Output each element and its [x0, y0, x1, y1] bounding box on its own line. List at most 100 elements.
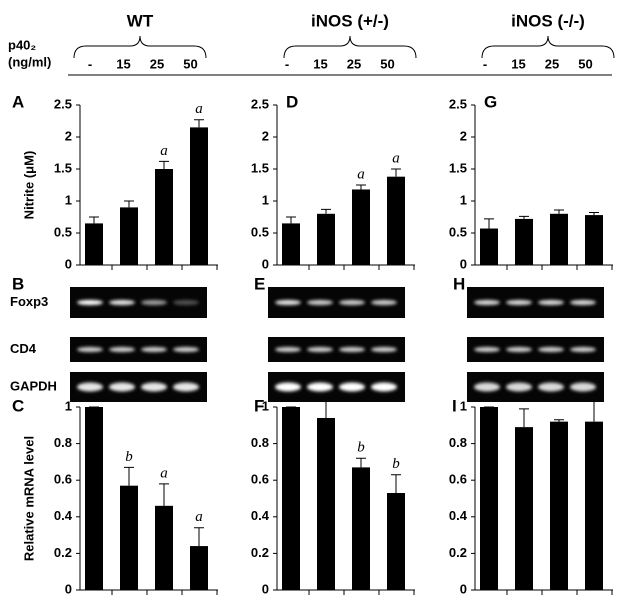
- dose-tick-label: 25: [545, 56, 559, 71]
- group-label: iNOS (-/-): [511, 11, 585, 30]
- error-bar: [159, 483, 169, 506]
- y-tick-label: 0: [262, 581, 269, 596]
- gel-band: [275, 346, 301, 353]
- gel-band: [141, 299, 167, 306]
- gel-band: [77, 299, 103, 306]
- group-label: WT: [127, 11, 154, 30]
- significance-label: a: [392, 150, 400, 166]
- panel-label: C: [12, 396, 24, 415]
- y-tick-label: 0.4: [251, 508, 270, 523]
- bar: [585, 215, 603, 265]
- gel-band: [109, 382, 135, 392]
- panel-label: E: [254, 274, 265, 293]
- bar: [317, 417, 335, 590]
- y-tick-label: 1: [262, 192, 269, 207]
- gel-band: [506, 346, 532, 353]
- error-bar: [321, 208, 331, 214]
- bar: [155, 169, 173, 265]
- panel-label: F: [254, 396, 264, 415]
- y-tick-label: 0.8: [449, 435, 467, 450]
- bar: [190, 127, 208, 266]
- significance-label: b: [125, 449, 133, 465]
- gel-row-label: Foxp3: [10, 294, 48, 309]
- significance-label: a: [195, 101, 203, 117]
- y-tick-label: 1: [65, 192, 72, 207]
- gel-band: [371, 299, 397, 306]
- gel-row-label: GAPDH: [10, 378, 57, 393]
- bar: [585, 421, 603, 590]
- error-bar: [356, 457, 366, 468]
- y-tick-label: 1: [65, 398, 72, 413]
- dose-label: p40₂: [8, 37, 36, 52]
- error-bar: [194, 527, 204, 547]
- y-tick-label: 1: [460, 192, 467, 207]
- bar: [550, 213, 568, 265]
- y-tick-label: 0.8: [54, 435, 72, 450]
- gel-band: [570, 346, 596, 353]
- y-tick-label: 0.6: [54, 472, 72, 487]
- gel-band: [275, 299, 301, 306]
- error-bar: [89, 216, 99, 224]
- y-tick-label: 0.5: [251, 224, 269, 239]
- gel-band: [339, 346, 365, 353]
- gel-row-label: CD4: [10, 341, 37, 356]
- significance-label: a: [160, 143, 168, 159]
- gel-band: [339, 299, 365, 306]
- error-bar: [589, 212, 599, 216]
- y-tick-label: 0: [460, 256, 467, 271]
- dose-tick-label: 25: [347, 56, 361, 71]
- error-bar: [124, 466, 134, 486]
- y-tick-label: 1.5: [54, 160, 72, 175]
- y-tick-label: 2.5: [54, 96, 72, 111]
- bar: [317, 213, 335, 265]
- gel-band: [538, 346, 564, 353]
- gel-band: [371, 346, 397, 353]
- bar: [387, 493, 405, 590]
- bar: [282, 407, 300, 590]
- dose-tick-label: 25: [150, 56, 164, 71]
- gel-band: [307, 382, 333, 392]
- panel-label: I: [452, 396, 457, 415]
- bar: [550, 421, 568, 590]
- y-tick-label: 0.5: [54, 224, 72, 239]
- error-bar: [159, 160, 169, 169]
- bar: [480, 407, 498, 590]
- significance-label: b: [357, 440, 365, 456]
- dose-tick-label: 15: [511, 56, 525, 71]
- gel-band: [506, 299, 532, 306]
- y-tick-label: 1: [460, 398, 467, 413]
- gel-band: [538, 382, 564, 392]
- y-tick-label: 0: [65, 581, 72, 596]
- y-tick-label: 0.6: [251, 472, 269, 487]
- bar: [352, 467, 370, 590]
- y-tick-label: 0.2: [54, 545, 72, 560]
- bar: [120, 207, 138, 265]
- gel-band: [109, 299, 135, 306]
- gel-band: [275, 382, 301, 392]
- y-tick-label: 2.5: [449, 96, 467, 111]
- gel-band: [109, 346, 135, 353]
- gel-band: [474, 299, 500, 306]
- gel-band: [570, 299, 596, 306]
- gel-band: [141, 346, 167, 353]
- significance-label: b: [392, 456, 400, 472]
- dose-tick-label: 50: [183, 56, 197, 71]
- dose-tick-label: -: [88, 56, 92, 71]
- y-tick-label: 0.8: [251, 435, 269, 450]
- dose-tick-label: 15: [116, 56, 130, 71]
- gel-band: [506, 382, 532, 392]
- bar: [85, 223, 103, 265]
- gel-band: [570, 382, 596, 392]
- panel-label: B: [12, 274, 24, 293]
- panel-label: D: [286, 92, 298, 111]
- y-tick-label: 0: [65, 256, 72, 271]
- panel-label: A: [12, 92, 24, 111]
- panel-label: G: [484, 92, 497, 111]
- significance-label: a: [195, 509, 203, 525]
- bar: [282, 223, 300, 265]
- gel-band: [538, 299, 564, 306]
- error-bar: [391, 474, 401, 494]
- y-tick-label: 0.6: [449, 472, 467, 487]
- gel-band: [474, 346, 500, 353]
